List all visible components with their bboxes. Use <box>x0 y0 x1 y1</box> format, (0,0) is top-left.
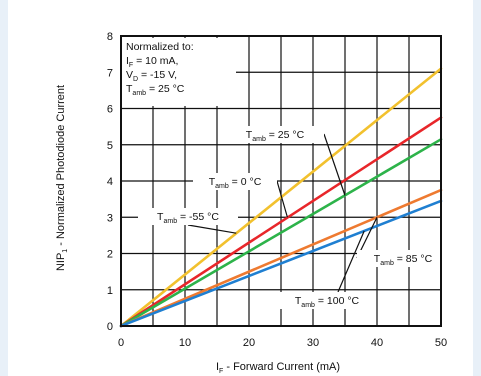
leader-s0 <box>276 180 288 218</box>
x-axis-title: IF - Forward Current (mA) <box>216 361 340 375</box>
series-line-s0 <box>119 116 443 328</box>
y-tick-label: 5 <box>107 140 113 152</box>
x-tick-label: 20 <box>243 337 255 349</box>
leader-s-55 <box>187 224 237 234</box>
series-lines <box>119 67 443 328</box>
note-line-3: VD = -15 V, <box>126 69 177 83</box>
x-tick-label: 0 <box>118 337 124 349</box>
series-label-s-55: Tamb = -55 °C <box>157 211 219 225</box>
series-label-s100: Tamb = 100 °C <box>295 295 360 309</box>
leader-s25 <box>323 133 346 196</box>
note-line-2: IF = 10 mA, <box>126 55 178 69</box>
series-label-s85: Tamb = 85 °C <box>374 253 433 267</box>
series-line-s-55 <box>119 67 443 328</box>
x-tick-label: 30 <box>307 337 319 349</box>
series-label-s0: Tamb = 0 °C <box>209 176 262 190</box>
series-label-bg <box>193 173 277 190</box>
plot-border <box>120 35 442 327</box>
y-tick-label: 1 <box>107 285 113 297</box>
series-line-s25 <box>119 138 443 328</box>
series-label-bg <box>357 250 449 267</box>
series-label-bg <box>278 292 376 309</box>
x-tick-label: 40 <box>371 337 383 349</box>
leader-s100 <box>337 230 365 293</box>
series-label-s25: Tamb = 25 °C <box>246 129 305 143</box>
normalization-note: Normalized to: IF = 10 mA, VD = -15 V, T… <box>121 38 236 106</box>
x-tick-label: 10 <box>179 337 191 349</box>
y-tick-label: 0 <box>107 321 113 333</box>
y-tick-label: 7 <box>107 67 113 79</box>
series-label-bg <box>138 208 238 225</box>
series-line-s85 <box>119 188 443 328</box>
note-line-1: Normalized to: <box>126 41 194 53</box>
y-tick-label: 6 <box>107 104 113 116</box>
y-tick-label: 2 <box>107 249 113 261</box>
x-tick-label: 50 <box>435 337 447 349</box>
series-label-bg <box>226 126 324 143</box>
tick-labels: 0 10 20 30 40 50 0 1 2 3 4 5 6 7 8 <box>107 31 447 349</box>
y-tick-label: 8 <box>107 31 113 43</box>
chart-frame: Tamb = -55 °C Tamb = 0 °C Tamb = 25 °C Tamb… <box>8 0 473 376</box>
series-labels: Tamb = -55 °C Tamb = 0 °C Tamb = 25 °C Tamb… <box>138 126 449 309</box>
series-line-s100 <box>119 199 443 328</box>
note-line-4: Tamb = 25 °C <box>126 83 185 97</box>
y-tick-label: 3 <box>107 212 113 224</box>
chart: Tamb = -55 °C Tamb = 0 °C Tamb = 25 °C Tamb… <box>55 31 449 375</box>
y-axis-title: NIP1 - Normalized Photodiode Current <box>55 85 69 271</box>
y-tick-label: 4 <box>107 176 113 188</box>
